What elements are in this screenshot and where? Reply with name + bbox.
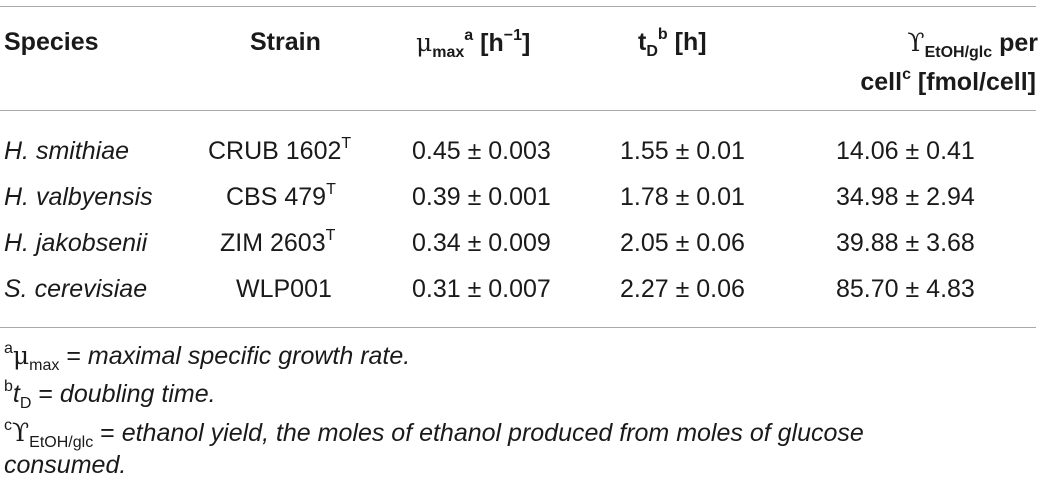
yield-cell: cell xyxy=(860,68,903,96)
strain-sup: T xyxy=(341,135,352,152)
footnote-c-eq: = xyxy=(93,419,122,447)
yield-cell: 85.70 ± 4.83 xyxy=(836,275,975,303)
header-strain: Strain xyxy=(250,28,321,56)
header-yield: ϒEtOH/glc per xyxy=(828,22,1038,64)
td-cell: 1.55 ± 0.01 xyxy=(620,137,745,165)
footnote-a-sub: max xyxy=(29,357,60,374)
strain-cell: WLP001 xyxy=(236,275,332,304)
footnote-c: cϒEtOH/glc = ethanol yield, the moles of… xyxy=(4,417,864,451)
strain-cell: CBS 479T xyxy=(226,181,336,212)
mu-unit-exp: −1 xyxy=(503,27,522,44)
footnote-a: aμmax = maximal specific growth rate. xyxy=(4,340,411,374)
footnote-c-text-line1: ethanol yield, the moles of ethanol prod… xyxy=(121,419,864,447)
footnote-c-sub: EtOH/glc xyxy=(29,434,94,451)
species-cell: H. jakobsenii xyxy=(4,229,148,257)
mu-symbol: μ xyxy=(416,28,433,57)
strain-sup: T xyxy=(325,227,336,244)
species-cell: S. cerevisiae xyxy=(4,275,148,303)
td-cell: 2.27 ± 0.06 xyxy=(620,275,745,303)
mu-sub: max xyxy=(432,44,465,61)
footnote-a-eq: = xyxy=(59,342,88,370)
footnote-c-text-line2: consumed. xyxy=(4,451,127,479)
strain-text: CBS 479 xyxy=(226,183,327,211)
footnote-c-symbol: ϒ xyxy=(12,418,30,447)
mu-cell: 0.45 ± 0.003 xyxy=(412,137,551,165)
species-cell: H. valbyensis xyxy=(4,183,153,211)
yield-cell: 34.98 ± 2.94 xyxy=(836,183,975,211)
td-main: t xyxy=(638,28,647,56)
footnote-b: btD = doubling time. xyxy=(4,378,216,412)
strain-cell: CRUB 1602T xyxy=(208,135,352,166)
footnote-a-symbol: μ xyxy=(12,341,30,370)
strain-cell: ZIM 2603T xyxy=(220,227,336,258)
species-cell: H. smithiae xyxy=(4,137,130,165)
header-species: Species xyxy=(4,28,99,56)
strain-text: ZIM 2603 xyxy=(220,229,326,257)
footnote-c-mark: c xyxy=(4,417,12,434)
mu-unit-close: ] xyxy=(521,29,531,57)
td-sub: D xyxy=(646,43,658,60)
footnote-a-mark: a xyxy=(4,340,13,357)
footnote-b-symbol: t xyxy=(12,380,20,408)
footnote-b-sub: D xyxy=(19,395,32,412)
yield-symbol: ϒ xyxy=(907,28,925,57)
td-unit: [h] xyxy=(667,28,707,56)
header-mu-max: μmaxa [h−1] xyxy=(416,22,530,64)
footnote-b-mark: b xyxy=(4,378,13,395)
yield-sub: EtOH/glc xyxy=(924,44,993,61)
strain-text: WLP001 xyxy=(236,275,332,303)
td-cell: 2.05 ± 0.06 xyxy=(620,229,745,257)
footnote-b-text: doubling time. xyxy=(59,380,216,408)
mu-cell: 0.39 ± 0.001 xyxy=(412,183,551,211)
mu-footnote-mark: a xyxy=(464,27,474,44)
header-bottom-rule xyxy=(0,110,1036,111)
table-top-rule xyxy=(0,6,1036,7)
mu-unit-open: [h xyxy=(473,29,504,57)
footnote-a-text: maximal specific growth rate. xyxy=(87,342,411,370)
yield-cell: 39.88 ± 3.68 xyxy=(836,229,975,257)
yield-tail: per xyxy=(992,29,1038,57)
td-cell: 1.78 ± 0.01 xyxy=(620,183,745,211)
yield-unit: [fmol/cell] xyxy=(910,68,1036,96)
td-footnote-mark: b xyxy=(657,26,668,43)
strain-sup: T xyxy=(326,181,336,198)
footnote-b-eq: = xyxy=(31,380,60,408)
strain-text: CRUB 1602 xyxy=(208,137,342,165)
header-td: tDb [h] xyxy=(638,22,707,63)
yield-cell: 14.06 ± 0.41 xyxy=(836,137,975,165)
mu-cell: 0.31 ± 0.007 xyxy=(412,275,551,303)
table-bottom-rule xyxy=(0,327,1036,328)
yield-footnote-mark: c xyxy=(902,66,911,83)
mu-cell: 0.34 ± 0.009 xyxy=(412,229,551,257)
header-yield-line2: cellc [fmol/cell] xyxy=(808,62,1036,103)
